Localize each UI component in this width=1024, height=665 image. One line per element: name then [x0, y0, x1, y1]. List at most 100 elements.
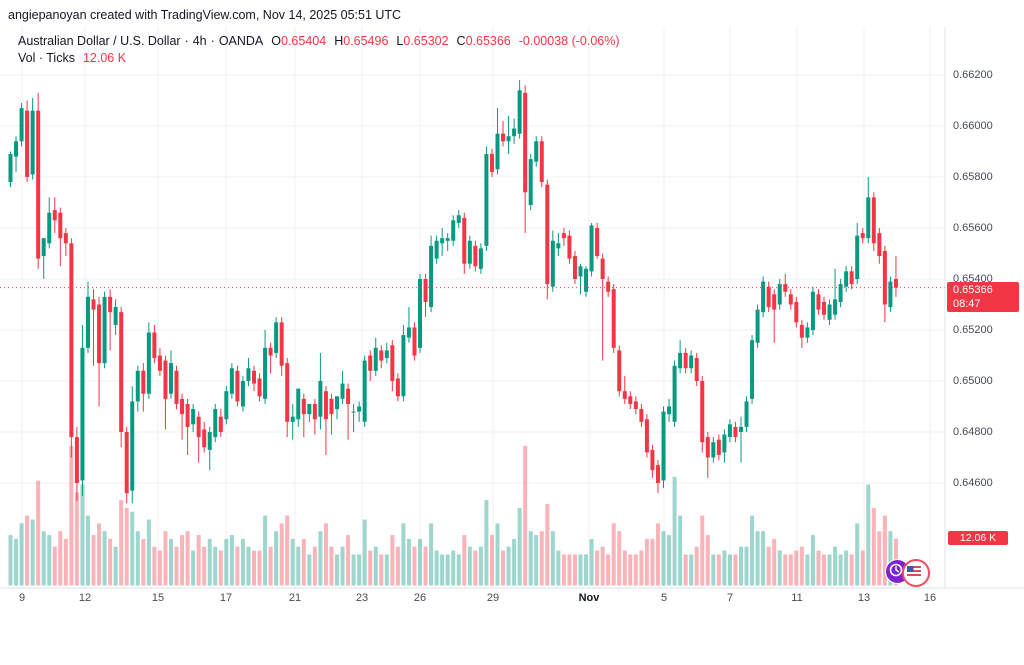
candle: [866, 177, 871, 244]
volume-bar: [744, 546, 749, 586]
volume-bar: [251, 550, 256, 586]
candle: [584, 266, 589, 297]
candle: [357, 401, 362, 422]
candle: [783, 273, 788, 297]
volume-bar: [501, 550, 506, 586]
volume-bar: [207, 538, 212, 586]
volume-layer: [8, 445, 898, 586]
volume-bar: [816, 550, 821, 586]
price-axis-label: 0.64600: [953, 477, 993, 489]
volume-bar: [41, 531, 46, 586]
volume-bar: [810, 535, 815, 586]
time-axis-label: 16: [923, 592, 937, 604]
candle: [229, 363, 234, 399]
volume-bar: [401, 523, 406, 586]
volume-bar: [357, 554, 362, 586]
volume-bar: [821, 554, 826, 586]
candle: [849, 266, 854, 290]
candle: [860, 228, 865, 244]
candle: [633, 396, 638, 415]
volume-bar: [827, 554, 832, 586]
candle: [561, 228, 566, 246]
footer: TradingView: [0, 607, 1024, 665]
volume-bar: [445, 554, 450, 586]
candle: [19, 103, 24, 147]
volume-bar: [877, 531, 882, 586]
candle: [312, 398, 317, 435]
candle: [152, 324, 157, 364]
time-axis-label: Nov: [578, 592, 600, 604]
candle: [102, 291, 107, 369]
candle: [58, 207, 63, 267]
candle: [484, 146, 489, 251]
volume-bar: [36, 480, 41, 586]
close-value: 0.65366: [465, 34, 511, 48]
volume-bar: [705, 535, 710, 586]
candle: [722, 429, 727, 463]
volume-bar: [805, 554, 810, 586]
candle: [711, 437, 716, 463]
volume-bar: [85, 515, 90, 586]
low-label: L: [396, 34, 404, 48]
legend-volume-row: Vol · Ticks 12.06 K: [18, 50, 620, 67]
price-axis-label: 0.65600: [953, 222, 993, 234]
candle: [799, 319, 804, 348]
volume-bar: [683, 554, 688, 586]
volume-bar: [617, 531, 622, 586]
candle: [816, 289, 821, 315]
candle: [550, 230, 555, 292]
candle: [644, 414, 649, 458]
volume-bar: [495, 523, 500, 586]
candle: [821, 296, 826, 320]
volume-bar: [722, 550, 727, 586]
candle: [893, 256, 898, 297]
volume-bar: [855, 523, 860, 586]
candle: [174, 365, 179, 410]
volume-bar: [58, 531, 63, 586]
volume-bar: [335, 554, 340, 586]
candle: [655, 460, 660, 494]
candle: [523, 85, 528, 234]
volume-bar: [368, 550, 373, 586]
candle: [606, 276, 611, 297]
candle: [600, 253, 605, 361]
volume-bar: [379, 554, 384, 586]
candle: [578, 263, 583, 295]
us-flag-event-icon[interactable]: [902, 559, 930, 587]
candle: [251, 365, 256, 392]
legend-symbol-row: Australian Dollar / U.S. Dollar · 4h · OANDA…: [18, 34, 620, 48]
candle: [130, 386, 135, 504]
candle: [36, 92, 41, 269]
candle: [30, 97, 35, 180]
volume-bar: [694, 546, 699, 586]
volume-bar: [307, 554, 312, 586]
candle: [257, 373, 262, 402]
candle: [777, 279, 782, 310]
candle: [495, 108, 500, 175]
candle: [456, 210, 461, 228]
volume-bar: [263, 515, 268, 586]
candle: [346, 383, 351, 440]
volume-bar: [191, 550, 196, 586]
volume-bar: [213, 546, 218, 586]
time-axis-label: 26: [413, 592, 427, 604]
candle: [240, 375, 245, 412]
legend: Australian Dollar / U.S. Dollar · 4h · OANDA…: [18, 33, 620, 67]
volume-bar: [434, 550, 439, 586]
change-value: -0.00038 (-0.06%): [518, 34, 620, 48]
us-flag-icon: [907, 566, 921, 576]
volume-bar: [799, 546, 804, 586]
candle: [733, 421, 738, 443]
volume-bar: [844, 550, 849, 586]
candle: [268, 342, 273, 374]
volume-bar: [174, 546, 179, 586]
volume-bar: [318, 531, 323, 586]
volume-bar: [102, 531, 107, 586]
volume-bar: [418, 538, 423, 586]
volume-bar: [539, 531, 544, 586]
candle: [119, 307, 124, 448]
volume-bar: [440, 554, 445, 586]
volume-bar: [578, 554, 583, 586]
volume-bar: [600, 546, 605, 586]
